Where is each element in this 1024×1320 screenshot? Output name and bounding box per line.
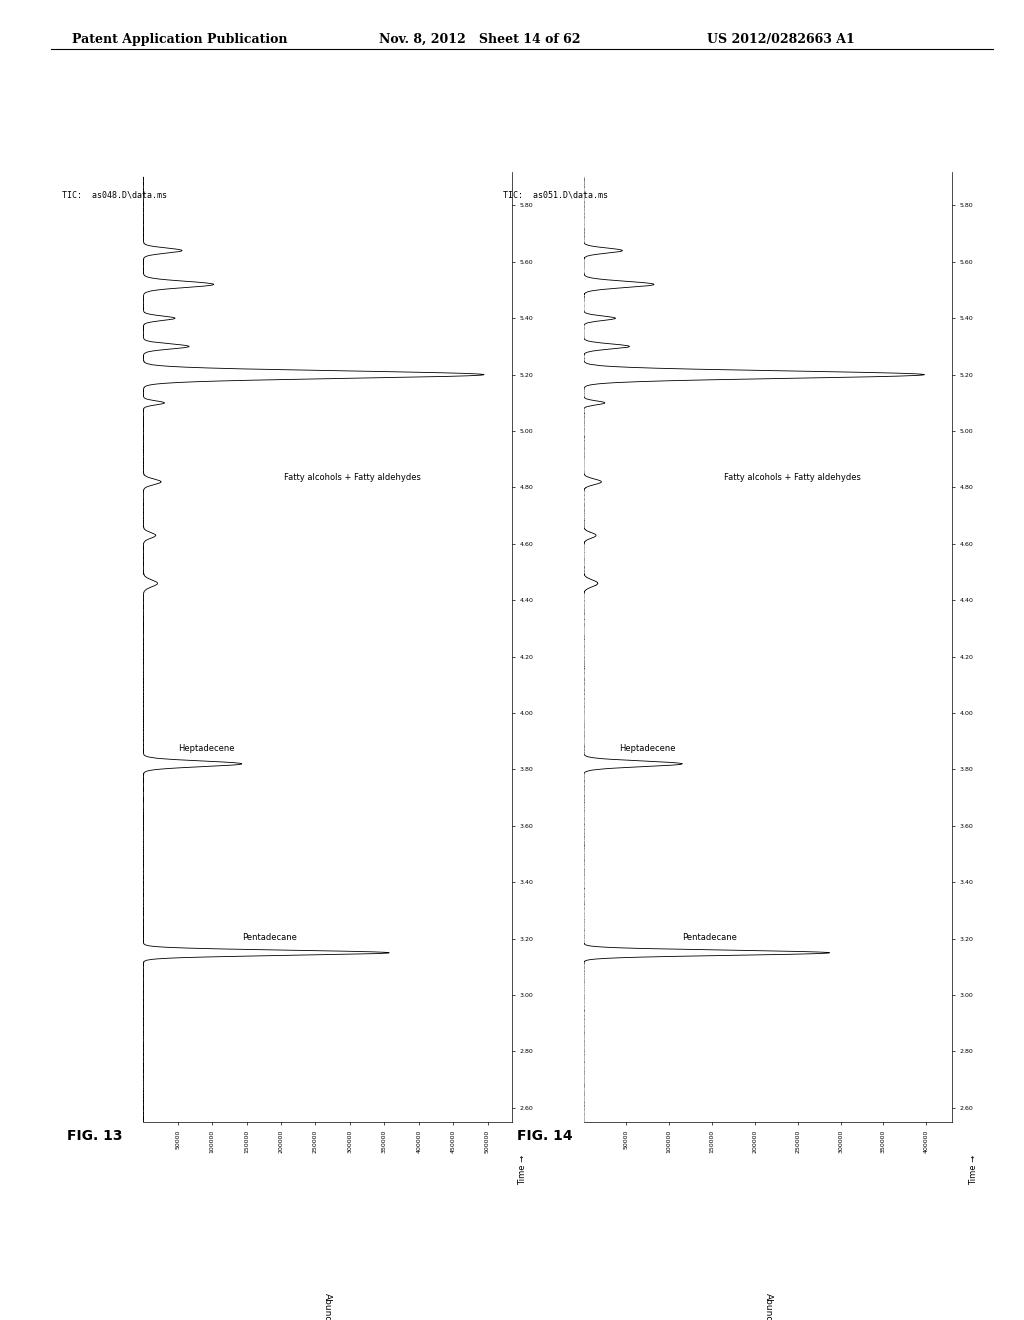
Text: FIG. 14: FIG. 14 xyxy=(517,1129,572,1143)
Text: Heptadecene: Heptadecene xyxy=(618,743,675,752)
X-axis label: Abundance: Abundance xyxy=(764,1294,772,1320)
Text: Pentadecane: Pentadecane xyxy=(682,932,737,941)
Text: Pentadecane: Pentadecane xyxy=(242,932,297,941)
Text: TIC:  as051.D\data.ms: TIC: as051.D\data.ms xyxy=(503,190,607,199)
Text: US 2012/0282663 A1: US 2012/0282663 A1 xyxy=(707,33,854,46)
X-axis label: Abundance: Abundance xyxy=(324,1294,332,1320)
Text: Fatty alcohols + Fatty aldehydes: Fatty alcohols + Fatty aldehydes xyxy=(284,473,421,482)
Text: Time →: Time → xyxy=(518,1155,527,1185)
Text: Patent Application Publication: Patent Application Publication xyxy=(72,33,287,46)
Text: Nov. 8, 2012   Sheet 14 of 62: Nov. 8, 2012 Sheet 14 of 62 xyxy=(379,33,581,46)
Text: Fatty alcohols + Fatty aldehydes: Fatty alcohols + Fatty aldehydes xyxy=(724,473,861,482)
Text: Heptadecene: Heptadecene xyxy=(178,743,234,752)
Text: FIG. 13: FIG. 13 xyxy=(67,1129,122,1143)
Text: TIC:  as048.D\data.ms: TIC: as048.D\data.ms xyxy=(62,190,167,199)
Text: Time →: Time → xyxy=(969,1155,978,1185)
